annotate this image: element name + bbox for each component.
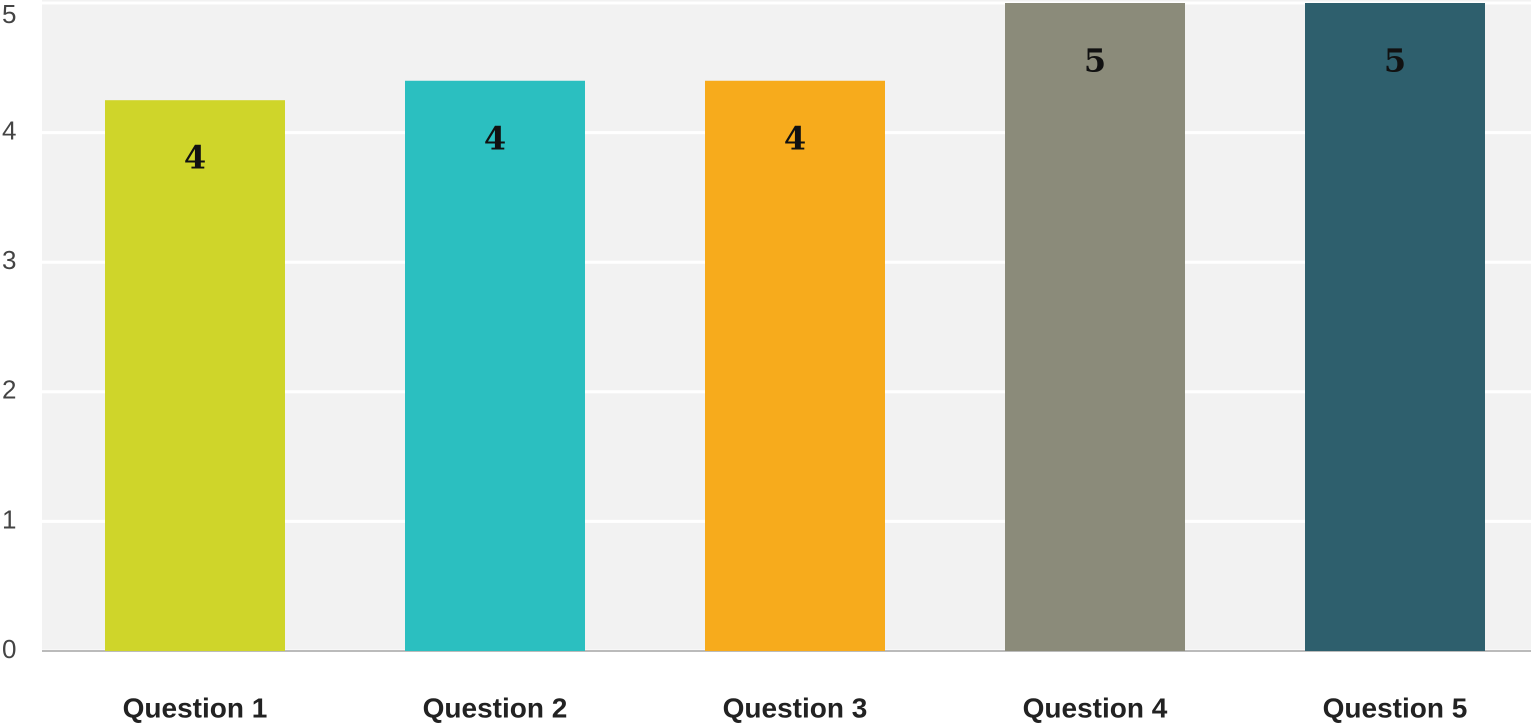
x-tick-label: Question 4 [1023, 692, 1168, 723]
value-label: 5 [1084, 42, 1106, 80]
y-tick-label: 0 [2, 634, 16, 664]
x-tick-label: Question 1 [123, 692, 268, 723]
bar [705, 80, 885, 651]
value-label: 4 [184, 139, 206, 177]
x-tick-label: Question 2 [423, 692, 568, 723]
y-tick-label: 2 [2, 375, 16, 405]
x-tick-label: Question 3 [723, 692, 868, 723]
value-label: 4 [484, 119, 506, 157]
value-label: 4 [784, 119, 806, 157]
y-tick-label: 4 [2, 115, 16, 145]
y-tick-label: 1 [2, 504, 16, 534]
y-tick-label: 5 [2, 0, 16, 29]
bar [1305, 3, 1485, 651]
y-tick-label: 3 [2, 245, 16, 275]
bar [1005, 3, 1185, 651]
bar [105, 100, 285, 651]
x-tick-label: Question 5 [1323, 692, 1468, 723]
value-label: 5 [1384, 42, 1406, 80]
bar [405, 80, 585, 651]
